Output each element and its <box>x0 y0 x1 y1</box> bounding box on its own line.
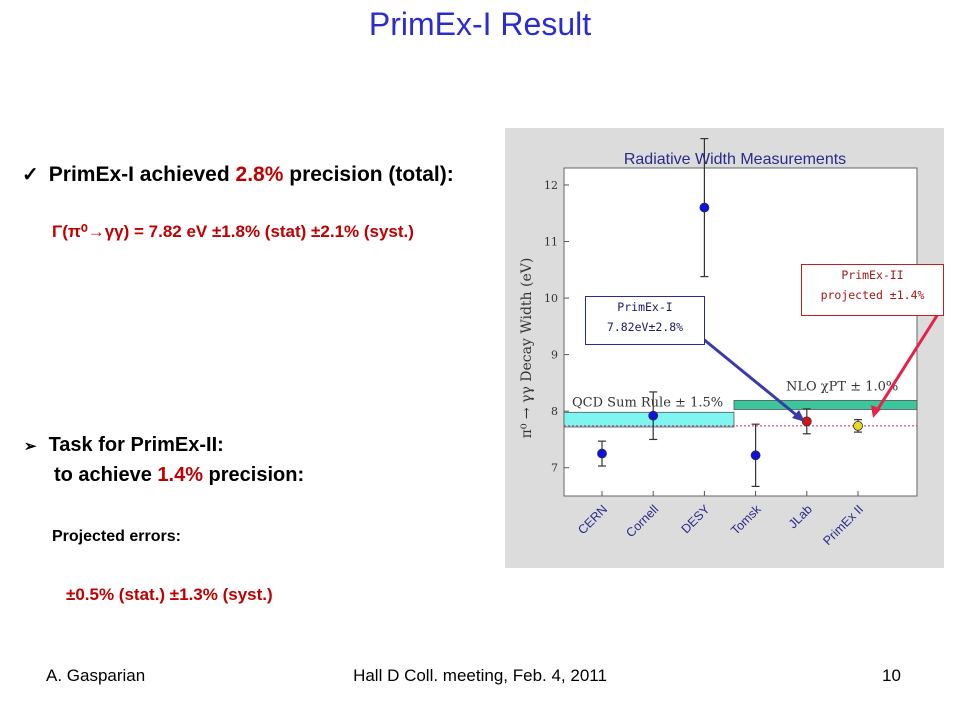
y-axis-label: π⁰ → γγ Decay Width (eV) <box>519 258 535 439</box>
primex1-arrow <box>701 336 801 420</box>
precision-goal: to achieve 1.4% precision: <box>54 464 304 487</box>
y-tick-label: 7 <box>551 462 558 475</box>
chart-title: Radiative Width Measurements <box>624 151 846 168</box>
data-point <box>597 448 607 459</box>
footer-meeting: Hall D Coll. meeting, Feb. 4, 2011 <box>353 666 607 685</box>
data-point <box>699 202 710 213</box>
y-tick-label: 10 <box>544 292 558 305</box>
primex1-callout: PrimEx-I 7.82eV±2.8% <box>585 296 705 345</box>
primex1-callout-line2: 7.82eV±2.8% <box>606 320 684 334</box>
slide-title: PrimEx-I Result <box>368 6 592 42</box>
band-label: QCD Sum Rule ± 1.5% <box>572 395 723 410</box>
decay-width-formula: Γ(π⁰→γγ) = 7.82 eV ±1.8% (stat) ±2.1% (s… <box>52 222 414 241</box>
theory-band <box>733 400 918 410</box>
data-point <box>853 420 863 431</box>
line2-pre: to achieve <box>54 464 158 486</box>
data-point <box>648 410 659 421</box>
bullet1-highlight: 2.8% <box>235 163 284 186</box>
footer-author: A. Gasparian <box>46 666 146 685</box>
line2-highlight: 1.4% <box>157 464 203 486</box>
primex1-arrowhead <box>792 410 805 422</box>
bullet1-pre: PrimEx-I achieved <box>48 163 236 186</box>
data-point <box>801 416 812 427</box>
projected-errors-values: ±0.5% (stat.) ±1.3% (syst.) <box>66 585 273 604</box>
bullet-primex2-task: ➢ Task for PrimEx-II: <box>24 434 224 457</box>
bullet2-text: Task for PrimEx-II: <box>48 434 224 456</box>
y-tick-label: 9 <box>551 349 558 362</box>
line2-post: precision: <box>202 464 305 486</box>
checkmark-icon: ✓ <box>22 164 39 186</box>
y-tick-label: 8 <box>551 405 558 418</box>
primex2-arrowhead <box>871 405 881 418</box>
footer-page-number: 10 <box>882 666 901 685</box>
primex2-callout: PrimEx-II projected ±1.4% <box>801 264 944 316</box>
primex2-callout-line2: projected ±1.4% <box>820 288 925 302</box>
y-tick-label: 12 <box>544 179 558 192</box>
radiative-width-chart: Radiative Width Measurements QCD Sum Rul… <box>505 128 944 568</box>
data-point <box>750 450 761 461</box>
bullet-primex1-achievement: ✓ PrimEx-I achieved 2.8% precision (total… <box>22 162 454 187</box>
y-tick-label: 11 <box>544 236 558 249</box>
primex1-callout-line1: PrimEx-I <box>617 300 673 314</box>
arrow-bullet-icon: ➢ <box>24 438 37 455</box>
bullet1-post: precision (total): <box>283 163 454 186</box>
primex2-callout-line1: PrimEx-II <box>841 268 904 282</box>
projected-errors-label: Projected errors: <box>52 528 181 545</box>
primex2-arrow <box>874 313 940 413</box>
band-label: NLO χPT ± 1.0% <box>786 379 898 394</box>
theory-band <box>563 411 735 428</box>
